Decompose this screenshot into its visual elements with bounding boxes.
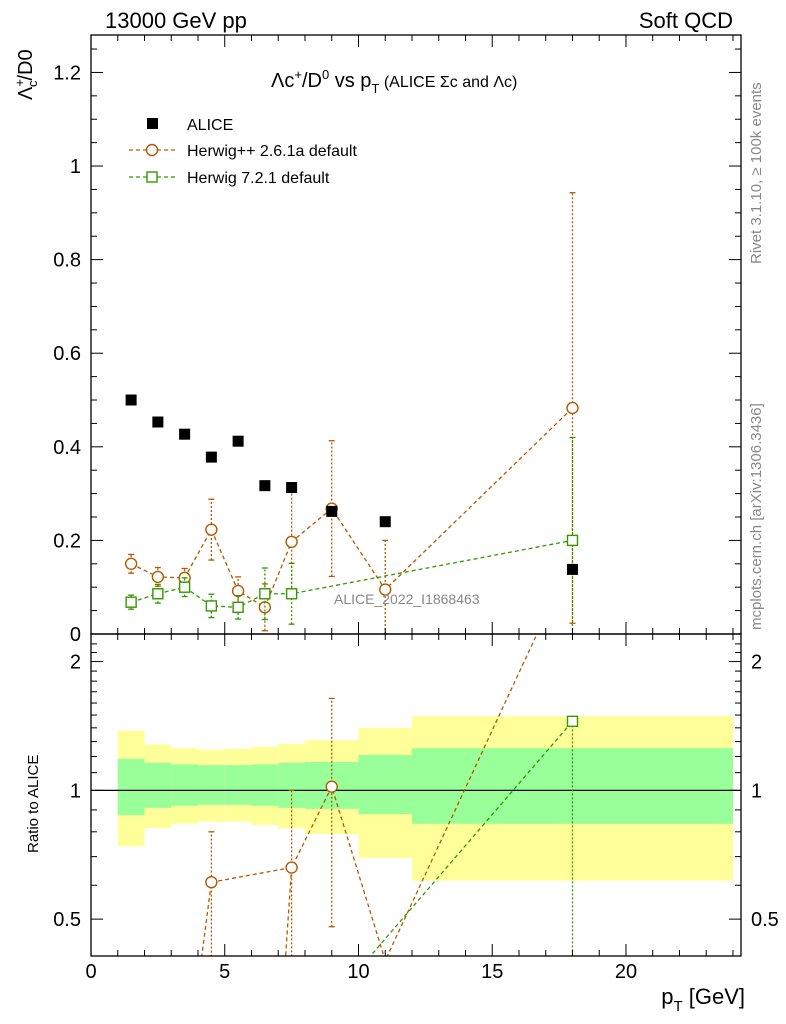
ratio-ytick-label: 0.5 bbox=[53, 909, 81, 931]
ratio-ylabel: Ratio to ALICE bbox=[25, 755, 42, 853]
x-axis-label: pT [GeV] bbox=[661, 984, 745, 1015]
band-inner bbox=[144, 762, 172, 808]
band-inner bbox=[224, 765, 252, 805]
alice-point bbox=[566, 563, 578, 575]
band-inner bbox=[117, 758, 145, 816]
main-ylabel: Λ+c/D0 bbox=[12, 49, 40, 100]
herwigpp-ratio-point bbox=[325, 780, 338, 793]
herwigpp-point bbox=[151, 570, 165, 584]
herwigpp-ratio-line bbox=[284, 867, 293, 956]
alice-point bbox=[259, 480, 271, 492]
analysis-watermark: ALICE_2022_I1868463 bbox=[334, 591, 480, 607]
main-ytick-label: 0.2 bbox=[53, 530, 81, 552]
legend-label-herwig7: Herwig 7.2.1 default bbox=[187, 170, 330, 187]
main-plot-area bbox=[124, 192, 579, 634]
herwigpp-ratio-point bbox=[205, 875, 218, 889]
herwigpp-point bbox=[379, 583, 392, 596]
axis-ticks bbox=[90, 35, 741, 956]
herwig7-ratio-line bbox=[369, 720, 573, 956]
band-inner bbox=[171, 764, 198, 806]
mcplots-label: mcplots.cern.ch [arXiv:1306.3436] bbox=[748, 403, 765, 630]
herwigpp-point bbox=[285, 535, 298, 549]
alice-point bbox=[286, 482, 298, 494]
legend-marker-alice bbox=[147, 118, 158, 129]
band-inner bbox=[278, 762, 305, 808]
herwig7-point bbox=[205, 600, 218, 612]
main-ytick-label: 0.4 bbox=[53, 437, 81, 459]
alice-point bbox=[326, 505, 338, 517]
herwig7-ratio-point bbox=[566, 715, 579, 728]
herwigpp-point bbox=[205, 523, 218, 536]
plot-title: Λc+/D0 vs pT (ALICE Σc and Λc) bbox=[271, 67, 517, 96]
herwig7-point bbox=[232, 601, 244, 614]
herwig7-point bbox=[566, 534, 579, 547]
band-inner bbox=[251, 764, 279, 806]
alice-point bbox=[179, 428, 191, 440]
herwig7-line bbox=[130, 539, 573, 608]
alice-point bbox=[379, 516, 391, 528]
herwig7-point bbox=[259, 588, 271, 600]
ratio-ytick-label: 0.5 bbox=[751, 909, 779, 931]
alice-point bbox=[152, 416, 164, 428]
x-tick-label: 10 bbox=[347, 961, 369, 983]
header-right: Soft QCD bbox=[639, 8, 733, 33]
legend-label-herwigpp: Herwig++ 2.6.1a default bbox=[187, 143, 357, 160]
herwigpp-point bbox=[231, 584, 245, 598]
header-left: 13000 GeV pp bbox=[105, 8, 247, 33]
band-inner bbox=[358, 754, 412, 815]
x-tick-label: 5 bbox=[219, 961, 230, 983]
ratio-ytick-label: 1 bbox=[70, 780, 81, 802]
axis-tick-labels: 0 0.2 0.4 0.6 0.8 1 1.2 0 5 10 15 20 0.5 0.5 1 1 2 2 bbox=[53, 62, 779, 983]
legend-marker-herwig7 bbox=[146, 171, 158, 183]
ratio-plot-area bbox=[201, 634, 579, 956]
main-ytick-label: 1.2 bbox=[53, 62, 81, 84]
herwig7-point bbox=[178, 581, 191, 593]
alice-point bbox=[232, 435, 244, 447]
ratio-bands bbox=[117, 716, 733, 881]
legend: ALICE Herwig++ 2.6.1a default Herwig 7.2… bbox=[129, 117, 357, 187]
main-ytick-label: 1 bbox=[70, 156, 81, 178]
rivet-label: Rivet 3.1.10, ≥ 100k events bbox=[748, 82, 765, 264]
main-ytick-label: 0 bbox=[70, 624, 81, 646]
main-ytick-label: 0.6 bbox=[53, 343, 81, 365]
ratio-ytick-label: 1 bbox=[751, 780, 762, 802]
main-ytick-label: 0.8 bbox=[53, 250, 81, 272]
herwig7-point bbox=[152, 588, 164, 600]
ratio-frame bbox=[90, 633, 742, 957]
herwigpp-line bbox=[130, 407, 573, 609]
herwigpp-ratio-line bbox=[201, 882, 213, 956]
alice-point bbox=[125, 394, 137, 406]
herwig7-point bbox=[285, 588, 298, 600]
ratio-ytick-label: 2 bbox=[751, 652, 762, 674]
band-inner bbox=[197, 765, 225, 805]
herwig7-point bbox=[125, 596, 137, 608]
legend-label-alice: ALICE bbox=[187, 117, 233, 134]
legend-marker-herwigpp bbox=[145, 143, 159, 157]
herwigpp-point bbox=[566, 401, 579, 415]
herwigpp-point bbox=[124, 557, 138, 571]
x-tick-label: 15 bbox=[481, 961, 503, 983]
herwigpp-ratio-point bbox=[285, 861, 298, 874]
x-tick-label: 20 bbox=[615, 961, 637, 983]
x-tick-label: 0 bbox=[85, 961, 96, 983]
alice-point bbox=[205, 451, 217, 463]
ratio-ytick-label: 2 bbox=[70, 652, 81, 674]
